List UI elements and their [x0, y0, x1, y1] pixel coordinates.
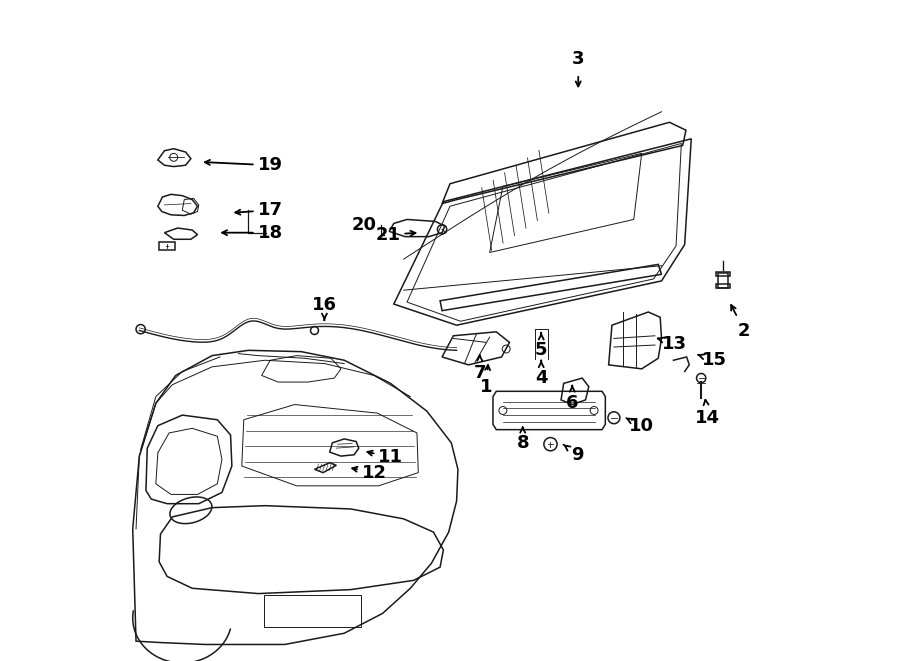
Text: 1: 1: [480, 377, 492, 396]
Text: 9: 9: [572, 446, 584, 464]
Text: 16: 16: [312, 296, 337, 315]
Text: 5: 5: [535, 341, 547, 360]
Text: 21: 21: [375, 225, 401, 244]
Text: 6: 6: [566, 394, 579, 412]
Text: 17: 17: [257, 201, 283, 219]
Text: 11: 11: [378, 448, 403, 467]
Bar: [716, 272, 730, 276]
Text: 8: 8: [517, 434, 529, 452]
Bar: [716, 284, 730, 288]
Text: 13: 13: [662, 334, 688, 353]
Bar: [264, 595, 362, 627]
Text: 19: 19: [257, 156, 283, 175]
Bar: [717, 273, 728, 288]
Text: 4: 4: [535, 369, 547, 387]
Text: 2: 2: [738, 321, 751, 340]
Text: 7: 7: [473, 364, 486, 383]
Text: 18: 18: [257, 223, 283, 242]
Text: 20: 20: [352, 215, 376, 234]
Text: 3: 3: [572, 50, 584, 69]
Text: 12: 12: [362, 463, 386, 482]
Text: 10: 10: [629, 417, 654, 436]
Bar: [159, 242, 175, 250]
Text: 14: 14: [696, 408, 720, 427]
Text: 15: 15: [702, 351, 727, 369]
